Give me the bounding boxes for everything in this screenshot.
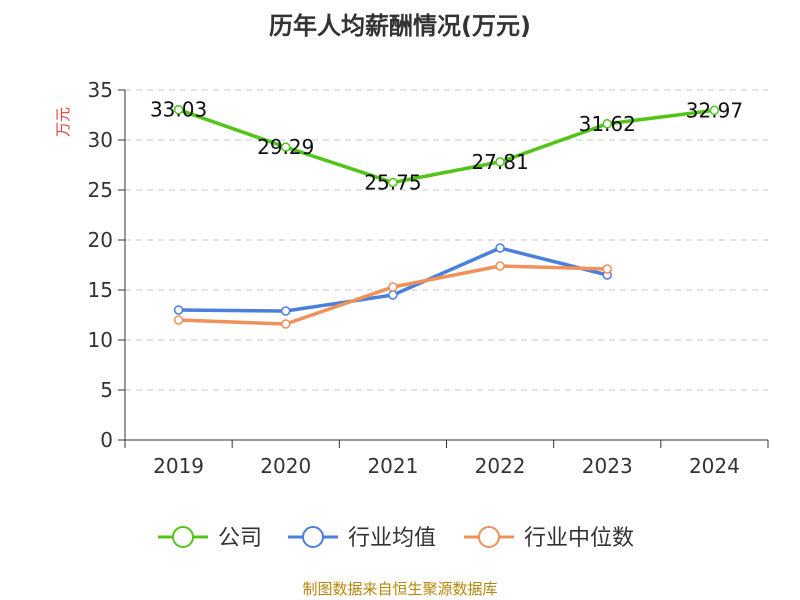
data-point (602, 264, 612, 274)
data-point (388, 282, 398, 292)
data-point (388, 177, 398, 188)
legend-label: 行业均值 (348, 526, 436, 551)
data-point (281, 319, 291, 329)
data-point (602, 119, 612, 129)
data-point (173, 305, 184, 315)
data-point (495, 157, 505, 167)
x-tick-label: 2021 (367, 454, 418, 478)
y-tick-label: 10 (88, 328, 113, 352)
legend-label: 公司 (218, 526, 262, 551)
axes: 0 5 10 15 20 25 30 35 2019 2020 2021 2022 2023 2024 万元 (54, 78, 769, 478)
data-point (173, 104, 184, 115)
data-point (173, 315, 184, 325)
legend-swatch-marker (172, 526, 194, 548)
legend-label: 行业中位数 (524, 526, 634, 551)
series-line (176, 246, 609, 313)
series-line (176, 107, 717, 185)
data-point (281, 306, 291, 316)
legend-item: 行业中位数 (464, 526, 634, 551)
y-tick-label: 25 (88, 178, 113, 202)
y-tick-label: 35 (88, 78, 113, 102)
y-axis-unit: 万元 (54, 107, 72, 137)
grid-lines (125, 89, 768, 391)
data-point (709, 105, 720, 116)
data-label: 27.81 (471, 150, 528, 174)
y-tick-label: 5 (100, 378, 113, 402)
data-point (495, 243, 505, 253)
legend-item: 公司 (158, 526, 262, 551)
data-label: 29.29 (257, 135, 314, 159)
legend-swatch-marker (478, 526, 500, 548)
data-point (388, 290, 398, 300)
data-label: 33.03 (150, 98, 207, 122)
legend-swatch-marker (302, 526, 324, 548)
data-labels: 33.03 29.29 25.75 27.81 31.62 32.97 (150, 98, 743, 195)
x-tick-label: 2022 (475, 454, 526, 478)
data-point (495, 261, 505, 271)
x-tick-label: 2019 (153, 454, 204, 478)
data-source-note: 制图数据来自恒生聚源数据库 (302, 580, 498, 598)
chart-title: 历年人均薪酬情况(万元) (269, 12, 531, 40)
legend: 公司 行业均值 行业中位数 (158, 526, 634, 551)
data-label: 32.97 (686, 98, 743, 122)
y-tick-label: 20 (88, 228, 113, 252)
data-label: 31.62 (579, 112, 636, 136)
y-tick-label: 15 (88, 278, 113, 302)
x-tick-label: 2020 (260, 454, 311, 478)
data-point (281, 142, 291, 152)
data-label: 25.75 (364, 171, 421, 195)
y-tick-label: 30 (88, 128, 113, 152)
series (173, 104, 720, 329)
legend-item: 行业均值 (288, 526, 436, 551)
x-tick-label: 2024 (689, 454, 740, 478)
y-tick-label: 0 (100, 428, 113, 452)
x-tick-label: 2023 (582, 454, 633, 478)
